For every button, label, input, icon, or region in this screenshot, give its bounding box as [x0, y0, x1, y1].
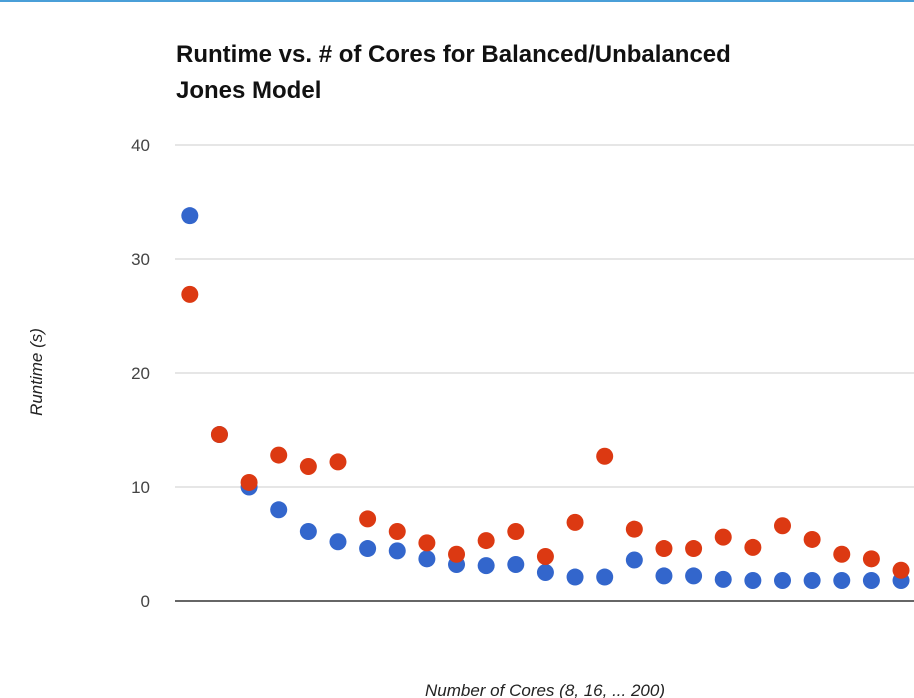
point: [655, 567, 673, 585]
y-tick-label: 40: [131, 136, 150, 155]
top-border: [0, 0, 914, 2]
point: [566, 568, 584, 586]
point: [862, 550, 880, 568]
point: [773, 571, 791, 589]
point: [744, 538, 762, 556]
point: [418, 534, 436, 552]
point: [655, 540, 673, 558]
point: [240, 473, 258, 491]
point: [181, 285, 199, 303]
point: [359, 540, 377, 558]
point: [862, 571, 880, 589]
y-tick-label: 30: [131, 250, 150, 269]
point: [566, 513, 584, 531]
y-axis-label: Runtime (s): [27, 328, 46, 416]
point: [685, 567, 703, 585]
point: [388, 542, 406, 560]
point: [270, 501, 288, 519]
y-tick-label: 10: [131, 478, 150, 497]
x-axis-label: Number of Cores (8, 16, ... 200): [425, 681, 665, 698]
point: [210, 426, 228, 444]
point: [477, 532, 495, 550]
point: [299, 457, 317, 475]
point: [388, 522, 406, 540]
point: [448, 545, 466, 563]
point: [833, 545, 851, 563]
point: [299, 522, 317, 540]
chart-title: Runtime vs. # of Cores for Balanced/Unba…: [176, 41, 731, 68]
point: [418, 550, 436, 568]
point: [536, 548, 554, 566]
point: [181, 207, 199, 225]
point: [685, 540, 703, 558]
point: [359, 510, 377, 528]
point: [596, 568, 614, 586]
point: [714, 528, 732, 546]
y-tick-label: 0: [141, 592, 150, 611]
point: [536, 564, 554, 581]
chart-title: Jones Model: [176, 77, 321, 104]
point: [714, 570, 732, 588]
point: [329, 453, 347, 471]
y-tick-label: 20: [131, 364, 150, 383]
point: [596, 447, 614, 465]
point: [773, 517, 791, 535]
point: [833, 571, 851, 589]
point: [329, 533, 347, 551]
point: [744, 571, 762, 589]
point: [892, 561, 910, 579]
point: [625, 520, 643, 538]
point: [270, 446, 288, 464]
point: [507, 522, 525, 540]
point: [477, 557, 495, 575]
point: [803, 571, 821, 589]
point: [507, 556, 525, 574]
point: [625, 551, 643, 569]
point: [803, 530, 821, 548]
